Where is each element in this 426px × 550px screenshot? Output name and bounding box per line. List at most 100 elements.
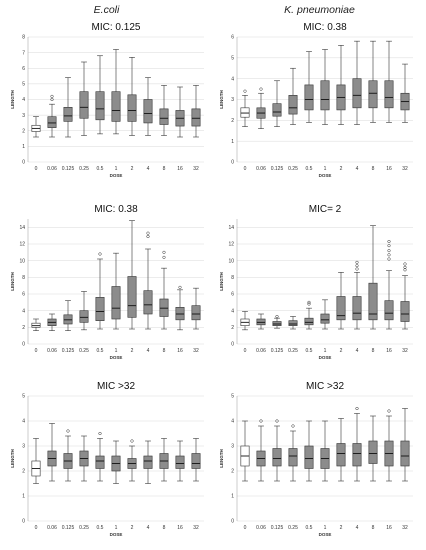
iqr-box <box>384 300 394 321</box>
outlier-point <box>130 439 134 443</box>
box-8 <box>159 85 169 136</box>
box-8 <box>159 438 169 482</box>
box-0 <box>31 318 41 331</box>
y-tick-label: 0 <box>22 342 25 348</box>
y-tick-label: 4 <box>231 308 234 314</box>
x-tick-label: 2 <box>340 166 343 172</box>
y-tick-label: 5 <box>231 56 234 62</box>
x-tick-label: 0.5 <box>97 348 104 354</box>
x-tick-label: 1 <box>324 525 327 531</box>
x-tick-label: 0.5 <box>97 525 104 531</box>
box-0.125 <box>272 80 282 127</box>
iqr-box <box>143 290 153 315</box>
x-tick-label: 8 <box>163 525 166 531</box>
box-0.5 <box>304 51 314 123</box>
box-0.125 <box>272 419 282 482</box>
x-axis-label: DOSE <box>319 173 332 178</box>
x-tick-label: 0.06 <box>47 525 57 531</box>
outlier-point <box>162 255 166 259</box>
outlier-point <box>146 234 150 239</box>
outlier-point <box>259 419 263 423</box>
iqr-box <box>368 440 378 464</box>
box-2 <box>127 57 137 136</box>
x-tick-label: 0 <box>244 525 247 531</box>
x-tick-label: 2 <box>340 348 343 354</box>
iqr-box <box>191 453 201 469</box>
y-tick-label: 12 <box>19 242 25 248</box>
x-tick-label: 1 <box>115 348 118 354</box>
x-tick-label: 32 <box>402 348 408 354</box>
outlier-point <box>66 429 70 433</box>
y-tick-label: 1 <box>231 139 234 145</box>
box-0.25 <box>79 61 89 136</box>
y-tick-label: 4 <box>231 419 234 425</box>
outlier-point <box>387 257 391 261</box>
y-tick-label: 2 <box>22 128 25 134</box>
box-0 <box>240 89 250 127</box>
outlier-point <box>259 87 263 91</box>
y-tick-label: 3 <box>22 444 25 450</box>
box-0 <box>31 438 41 484</box>
x-tick-label: 0 <box>35 166 38 172</box>
box-0.125 <box>272 314 282 329</box>
x-tick-label: 32 <box>193 525 199 531</box>
box-0.25 <box>79 435 89 482</box>
outlier-point <box>98 431 102 436</box>
iqr-box <box>143 455 153 469</box>
chart-title: MIC >32 <box>306 381 345 392</box>
y-tick-label: 5 <box>22 394 25 400</box>
iqr-box <box>368 80 378 109</box>
iqr-box <box>127 94 137 122</box>
x-tick-label: 1 <box>115 166 118 172</box>
x-tick-label: 2 <box>131 525 134 531</box>
y-tick-label: 0 <box>231 160 234 166</box>
outlier-point <box>307 302 311 306</box>
chart-panel-5: MIC >32 0 1 2 3 4 5 LENGTH 0 0.06 0.125 0.25 0.5 1 2 4 8… <box>219 381 413 537</box>
x-tick-label: 0 <box>35 348 38 354</box>
y-tick-label: 1 <box>231 494 234 500</box>
box-0.5 <box>304 300 314 330</box>
ecoli-column-title: E.coli <box>93 4 120 16</box>
x-tick-label: 2 <box>131 348 134 354</box>
iqr-box <box>320 80 330 111</box>
box-2 <box>127 220 137 330</box>
box-16 <box>175 86 185 138</box>
x-tick-label: 0.25 <box>288 166 298 172</box>
box-0.25 <box>288 316 298 330</box>
iqr-box <box>288 95 298 115</box>
box-0 <box>31 116 41 138</box>
x-tick-label: 4 <box>356 525 359 531</box>
x-tick-label: 0.5 <box>306 348 313 354</box>
box-8 <box>368 225 378 330</box>
iqr-box <box>352 296 362 321</box>
box-16 <box>175 285 185 331</box>
x-tick-label: 0.06 <box>47 348 57 354</box>
outlier-point <box>387 249 391 253</box>
outlier-point <box>178 285 182 289</box>
y-tick-label: 10 <box>228 258 234 264</box>
x-tick-label: 0.125 <box>62 525 75 531</box>
y-tick-label: 3 <box>231 97 234 103</box>
y-tick-label: 6 <box>22 292 25 298</box>
y-tick-label: 8 <box>22 35 25 41</box>
outlier-point <box>387 409 391 413</box>
x-tick-label: 16 <box>386 525 392 531</box>
chart-panel-1: MIC: 0.38 0 1 2 3 4 5 6 LENGTH 0 0.06 0.125 0.25 0.5 1… <box>219 22 413 178</box>
box-0.5 <box>95 431 105 482</box>
iqr-box <box>191 305 201 321</box>
y-tick-label: 0 <box>22 160 25 166</box>
iqr-box <box>288 448 298 467</box>
chart-title: MIC: 0.38 <box>303 22 347 33</box>
y-tick-label: 2 <box>22 325 25 331</box>
iqr-box <box>304 317 314 326</box>
box-2 <box>336 272 346 330</box>
iqr-box <box>111 286 121 320</box>
iqr-box <box>400 301 410 322</box>
box-0.06 <box>256 87 266 129</box>
x-tick-label: 0.5 <box>97 166 104 172</box>
iqr-box <box>191 108 201 127</box>
y-axis-label: LENGTH <box>219 449 224 468</box>
box-0.5 <box>304 420 314 482</box>
